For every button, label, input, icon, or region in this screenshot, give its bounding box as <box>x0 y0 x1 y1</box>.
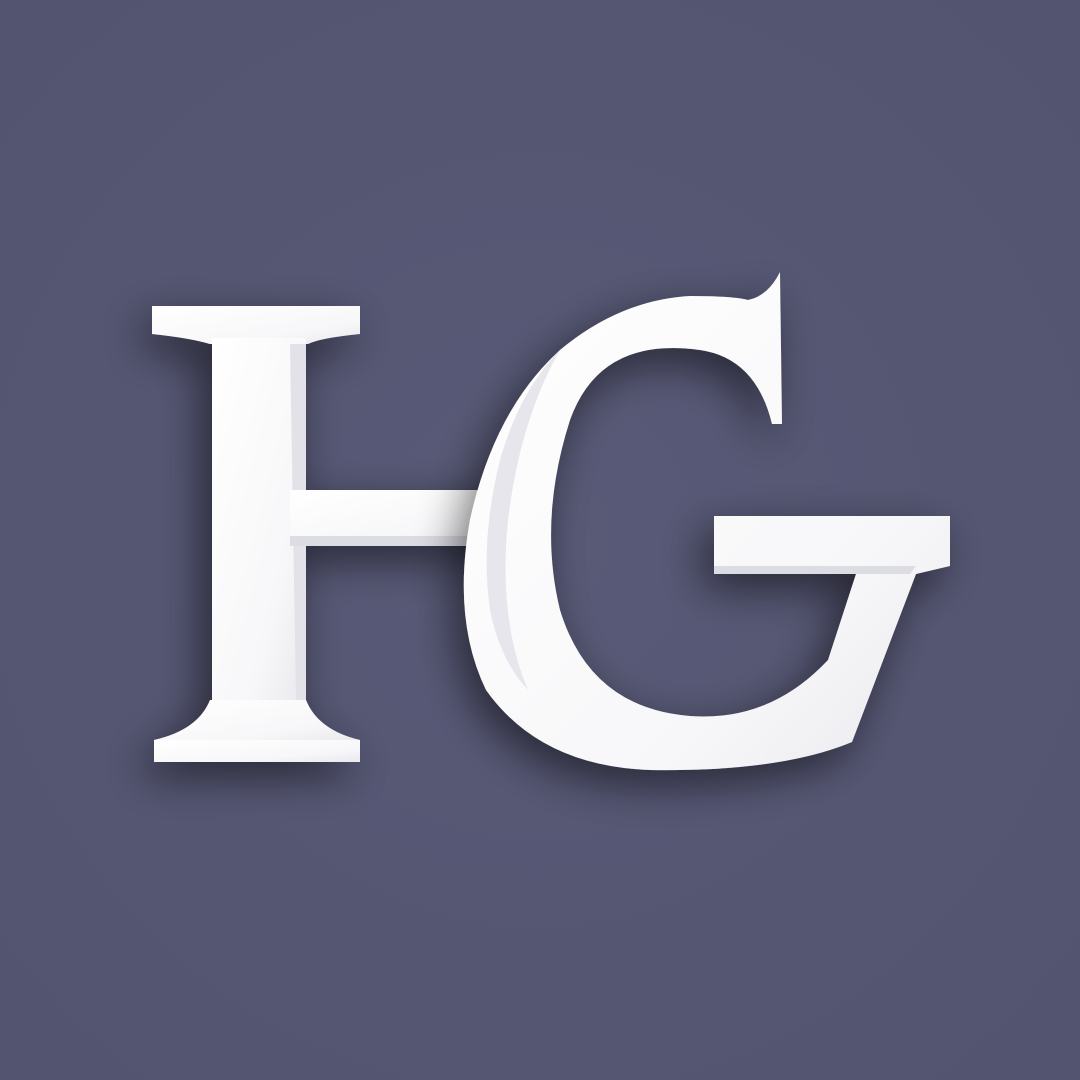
letter-g-glyph <box>463 272 950 771</box>
